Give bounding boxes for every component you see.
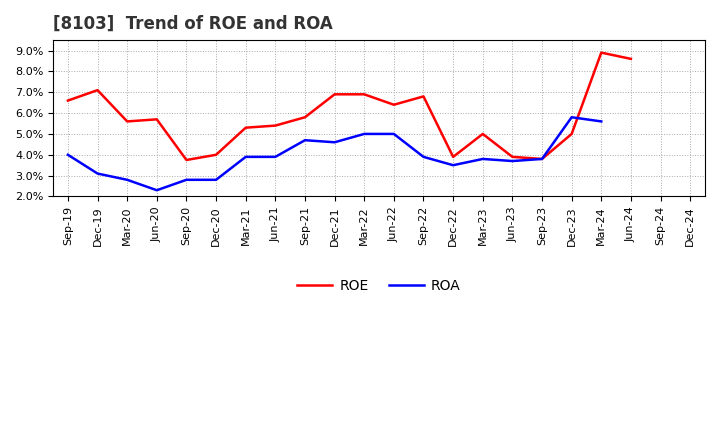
ROE — [597, 50, 606, 55]
ROE — [241, 125, 250, 130]
ROE — [63, 98, 72, 103]
ROA — [330, 139, 339, 145]
ROA — [153, 187, 161, 193]
ROE — [479, 131, 487, 136]
Text: [8103]  Trend of ROE and ROA: [8103] Trend of ROE and ROA — [53, 15, 333, 33]
ROA — [301, 138, 310, 143]
Line: ROE: ROE — [68, 53, 631, 160]
ROE — [538, 156, 546, 161]
ROE — [182, 158, 191, 163]
ROA — [508, 158, 517, 164]
ROE — [93, 88, 102, 93]
ROE — [449, 154, 457, 160]
ROA — [419, 154, 428, 160]
ROE — [360, 92, 369, 97]
Line: ROA: ROA — [68, 117, 601, 190]
ROE — [626, 56, 635, 62]
ROA — [360, 131, 369, 136]
ROE — [271, 123, 279, 128]
Legend: ROE, ROA: ROE, ROA — [292, 274, 466, 299]
ROE — [567, 131, 576, 136]
ROA — [449, 162, 457, 168]
ROA — [182, 177, 191, 183]
ROE — [123, 119, 132, 124]
ROE — [508, 154, 517, 160]
ROA — [212, 177, 220, 183]
ROA — [390, 131, 398, 136]
ROE — [153, 117, 161, 122]
ROA — [597, 119, 606, 124]
ROE — [212, 152, 220, 158]
ROA — [538, 156, 546, 161]
ROA — [479, 156, 487, 161]
ROE — [390, 102, 398, 107]
ROE — [330, 92, 339, 97]
ROA — [241, 154, 250, 160]
ROA — [271, 154, 279, 160]
ROA — [63, 152, 72, 158]
ROA — [93, 171, 102, 176]
ROE — [301, 114, 310, 120]
ROA — [123, 177, 132, 183]
ROE — [419, 94, 428, 99]
ROA — [567, 114, 576, 120]
